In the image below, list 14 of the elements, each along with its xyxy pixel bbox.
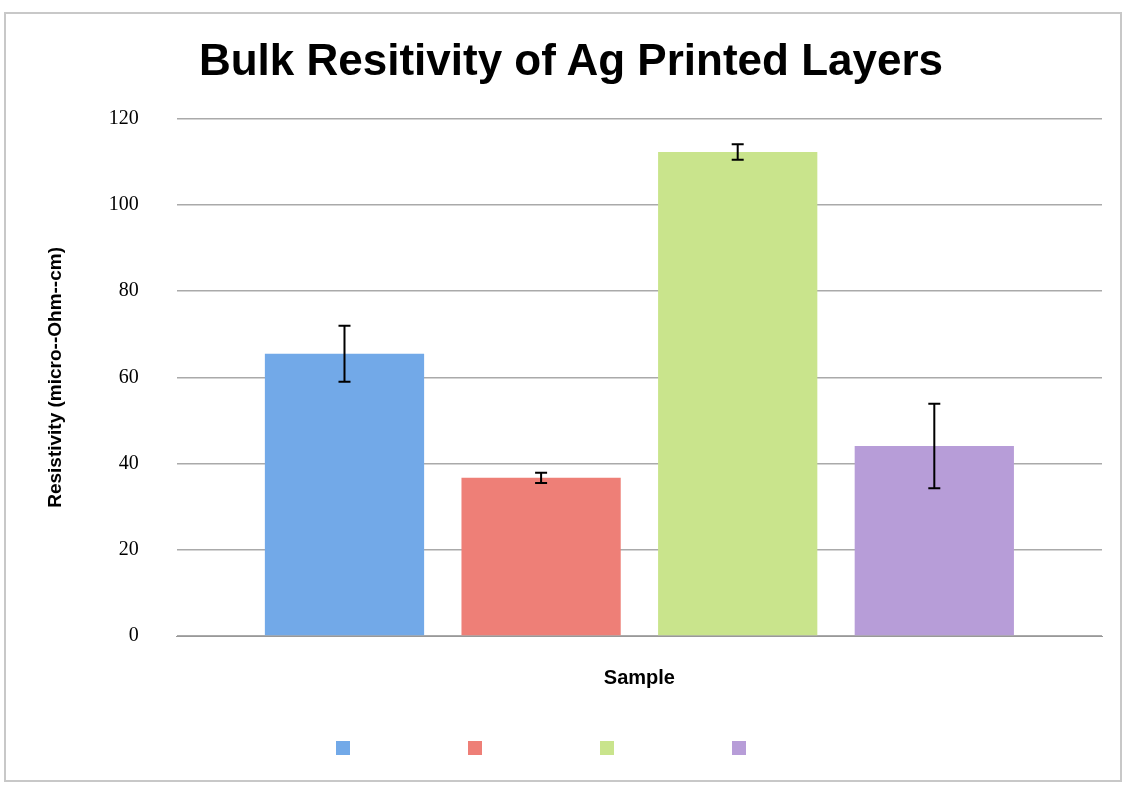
y-tick-label: 120 (108, 106, 139, 129)
bar (854, 445, 1014, 636)
y-tick-label: 40 (118, 450, 139, 473)
bar (461, 477, 621, 636)
y-tick-label: 80 (118, 278, 139, 301)
y-tick-label: 0 (128, 623, 139, 646)
y-tick-label: 60 (118, 364, 139, 387)
x-axis-title: Sample (603, 665, 675, 688)
bar (658, 151, 818, 636)
y-tick-label: 100 (108, 192, 139, 215)
y-tick-label: 20 (118, 537, 139, 560)
bar (264, 353, 425, 636)
chart-title: Bulk Resitivity of Ag Printed Layers (198, 34, 944, 84)
y-axis-title: Resistivity (micro--Ohm--cm) (43, 247, 65, 508)
